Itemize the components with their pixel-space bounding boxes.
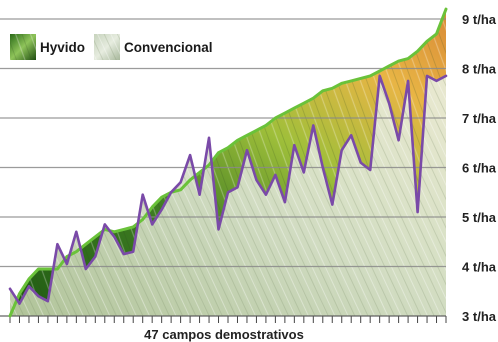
y-tick-label: 4 t/ha: [462, 260, 497, 275]
y-tick-label: 3 t/ha: [462, 309, 497, 324]
legend-label-hyvido: Hyvido: [40, 40, 85, 55]
legend-label-convencional: Convencional: [124, 40, 213, 55]
y-tick-labels: 3 t/ha 4 t/ha 5 t/ha 6 t/ha 7 t/ha 8 t/ha 9 t/…: [462, 12, 497, 324]
convencional-line: [8, 74, 448, 305]
series-lines: [8, 7, 448, 318]
y-tick-label: 5 t/ha: [462, 210, 497, 225]
legend-item-hyvido: Hyvido: [10, 34, 85, 60]
x-ticks: [0, 315, 447, 323]
hyvido-line: [8, 7, 448, 318]
y-tick-label: 7 t/ha: [462, 111, 497, 126]
legend-item-convencional: Convencional: [94, 34, 213, 60]
x-axis-title: 47 campos demostrativos: [144, 327, 304, 342]
y-tick-label: 8 t/ha: [462, 62, 497, 77]
y-tick-label: 9 t/ha: [462, 12, 497, 27]
legend: Hyvido Convencional: [10, 34, 213, 60]
y-tick-label: 6 t/ha: [462, 161, 497, 176]
